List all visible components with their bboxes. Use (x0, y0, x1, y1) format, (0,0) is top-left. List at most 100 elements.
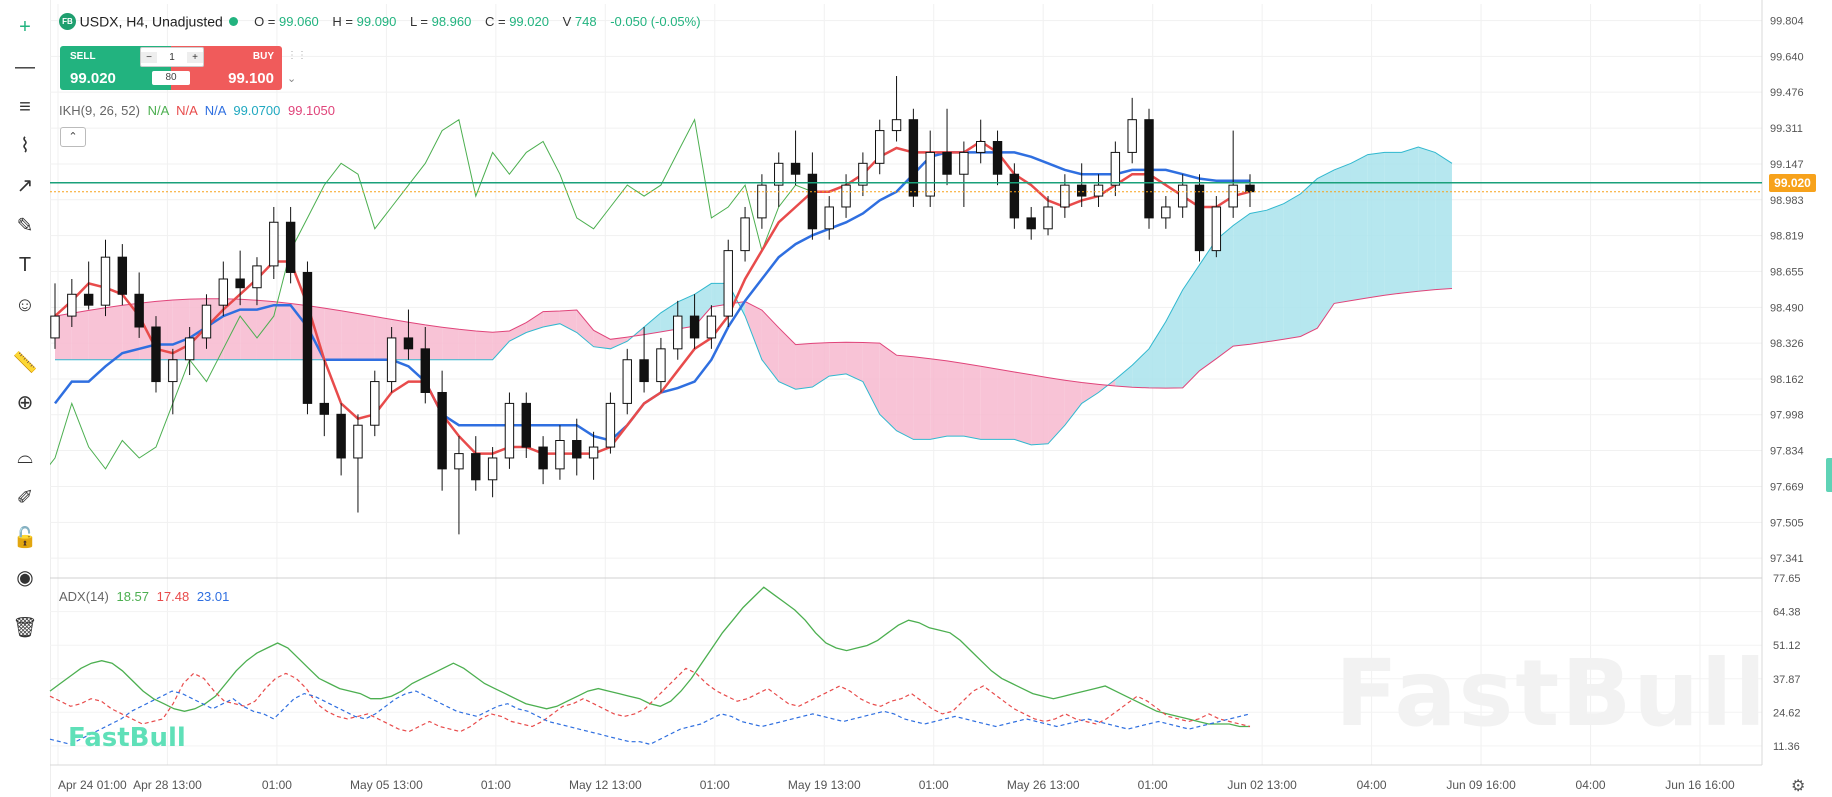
side-panel-handle[interactable] (1826, 458, 1832, 492)
kumo-cloud-segment (896, 355, 914, 440)
candle-body (252, 265, 262, 289)
crosshair-icon[interactable]: + (19, 15, 31, 38)
candle-body (67, 293, 77, 317)
candle-body (790, 162, 801, 175)
kumo-cloud-segment (1115, 365, 1133, 388)
time-axis-label: May 05 13:00 (350, 778, 423, 792)
candle-body (942, 151, 952, 175)
plus-di-value: 17.48 (156, 589, 190, 604)
candle-body (471, 453, 481, 481)
adx-axis-label: 51.12 (1773, 640, 1801, 652)
time-axis-label: 01:00 (919, 778, 949, 792)
high-value: 99.090 (356, 14, 397, 30)
kumo-cloud-segment (1081, 382, 1099, 404)
candle-body (521, 402, 531, 448)
candle-body (622, 359, 632, 404)
candle-body (1177, 184, 1188, 208)
settings-gear-icon[interactable]: ⚙ (1791, 778, 1806, 795)
price-axis-label: 98.162 (1770, 374, 1804, 386)
qty-minus-button[interactable]: − (141, 51, 157, 63)
time-axis-label: May 12 13:00 (569, 778, 642, 792)
price-axis-label: 99.640 (1770, 51, 1804, 63)
candle-body (656, 348, 666, 383)
candle-body (100, 256, 111, 306)
qty-value[interactable]: 1 (169, 51, 175, 63)
price-axis-label: 99.804 (1770, 16, 1804, 28)
time-axis-label: May 19 13:00 (788, 778, 861, 792)
ikh-value-2: N/A (176, 103, 198, 118)
kumo-cloud-segment (593, 330, 611, 349)
lock-draw-icon[interactable]: ✐ (16, 486, 34, 509)
spread-value: 80 (152, 71, 190, 85)
kumo-cloud-segment (1031, 374, 1049, 445)
candle-body (184, 337, 195, 361)
trash-icon[interactable]: 🗑 (12, 616, 38, 639)
emoji-icon[interactable]: ☺ (14, 293, 36, 316)
quantity-stepper[interactable]: − 1 + (140, 47, 204, 67)
kumo-cloud-segment (1334, 163, 1351, 304)
candle-body (1009, 173, 1020, 219)
lines-icon[interactable]: ≡ (19, 95, 31, 118)
candle-body (1043, 206, 1053, 230)
kumo-cloud-segment (458, 329, 476, 360)
kumo-cloud-segment (1149, 321, 1166, 389)
unlock-icon[interactable]: 🔓 (12, 526, 38, 549)
price-axis-label: 98.983 (1770, 195, 1804, 207)
kumo-cloud-segment (357, 313, 375, 360)
open-value: 99.060 (279, 14, 319, 30)
kumo-cloud-segment (610, 337, 628, 349)
kumo-cloud-segment (543, 311, 560, 328)
ruler-icon[interactable]: 📏 (12, 351, 38, 374)
kumo-cloud-segment (71, 310, 89, 360)
kumo-cloud-segment (105, 305, 123, 360)
collapse-legend-button[interactable]: ⌃ (60, 127, 86, 147)
kumo-cloud-segment (1014, 371, 1032, 445)
kumo-cloud-segment (1233, 213, 1250, 347)
pattern-icon[interactable]: ⌇ (20, 134, 30, 157)
candle-body (1144, 119, 1154, 219)
kumo-cloud-segment (341, 310, 358, 360)
horizontal-line-icon[interactable]: — (15, 55, 35, 78)
candle-body (891, 119, 902, 132)
kumo-cloud-segment (1250, 210, 1267, 345)
price-axis-label: 97.341 (1770, 553, 1804, 565)
candle-body (403, 337, 414, 350)
price-axis-label: 99.476 (1770, 87, 1804, 99)
trade-options-chevron-icon[interactable]: ⌄ (287, 73, 297, 85)
ikh-value-5: 99.1050 (287, 103, 335, 118)
adx-axis-label: 77.65 (1773, 573, 1801, 585)
text-icon[interactable]: T (18, 253, 32, 276)
qty-plus-button[interactable]: + (187, 51, 203, 63)
kumo-cloud-segment (644, 312, 661, 335)
drag-handle-icon[interactable]: ⋮⋮ (287, 50, 307, 61)
kumo-cloud-segment (947, 360, 964, 437)
kumo-cloud-segment (1182, 264, 1200, 388)
price-axis-label: 97.834 (1770, 446, 1804, 458)
symbol-badge: FB (59, 13, 76, 31)
eye-icon[interactable]: ◉ (16, 566, 34, 589)
zoom-in-icon[interactable]: ⊕ (16, 391, 34, 414)
kumo-cloud-segment (1401, 146, 1419, 294)
kumo-cloud-segment (475, 331, 493, 360)
adx-axis-label: 37.87 (1773, 674, 1801, 686)
time-axis-label: 01:00 (1138, 778, 1168, 792)
candle-body (908, 119, 919, 197)
brush-icon[interactable]: ✎ (16, 214, 34, 237)
price-axis-label: 98.490 (1770, 302, 1804, 314)
candle-body (959, 151, 969, 175)
candle-body (1060, 184, 1070, 208)
kumo-cloud-segment (273, 301, 291, 360)
trend-icon[interactable]: ↗ (16, 174, 34, 197)
candle-body (673, 315, 683, 350)
minus-di-value: 23.01 (196, 589, 230, 604)
kumo-cloud-segment (778, 327, 796, 390)
candle-body (370, 381, 380, 426)
kumo-cloud-segment (846, 342, 863, 382)
time-axis-label: Jun 02 13:00 (1227, 778, 1297, 792)
candle-body (723, 250, 733, 317)
candle-body (774, 162, 784, 186)
magnet-icon[interactable]: ⌓ (17, 445, 33, 468)
kumo-cloud-segment (1048, 377, 1065, 444)
ikh-value-4: 99.0700 (233, 103, 281, 118)
